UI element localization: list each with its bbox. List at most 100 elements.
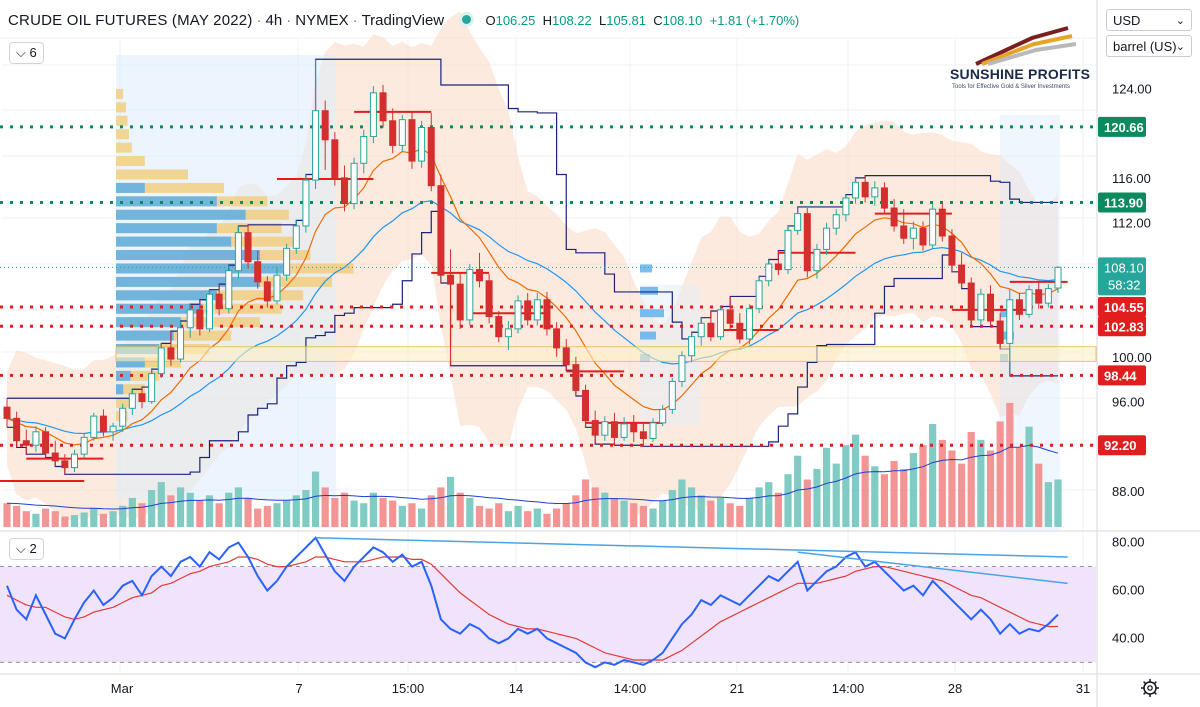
volume-bar — [186, 492, 194, 527]
volume-bar — [880, 474, 889, 527]
candle-body — [350, 162, 358, 205]
candle-body — [871, 187, 879, 198]
volume-bar — [51, 511, 59, 527]
volume-bar — [736, 505, 744, 527]
candle-body — [70, 453, 78, 469]
volume-bar — [22, 511, 30, 527]
candle-body — [80, 436, 88, 455]
candle-body — [99, 415, 107, 433]
volume-bar — [1044, 482, 1052, 527]
level-price-tag — [1098, 297, 1146, 318]
volume-bar — [977, 439, 985, 527]
volume-bar — [813, 468, 821, 527]
open-value: 106.25 — [495, 13, 536, 28]
volume-bar — [1054, 479, 1062, 527]
profile-bar-total — [116, 182, 224, 193]
profile-bar-small — [1000, 309, 1010, 318]
volume-bar — [562, 503, 570, 527]
candle-body — [186, 309, 194, 329]
volume-bar — [167, 495, 175, 527]
volume-bar — [292, 495, 300, 527]
volume-bar — [581, 479, 590, 527]
volume-bar — [99, 513, 108, 527]
profile-bar-total — [116, 115, 128, 126]
volume-bar — [196, 500, 204, 527]
profile-bar-value-area — [116, 250, 260, 261]
price-axis-label: 100.00 — [1112, 350, 1152, 365]
price-axis-label: 112.00 — [1112, 216, 1151, 231]
currency-select[interactable]: USD ⌄ — [1106, 9, 1192, 31]
candle-body — [254, 261, 262, 283]
profile-bar-small — [640, 309, 664, 318]
candle-body — [707, 322, 715, 338]
candle-body — [292, 225, 300, 249]
profile-bar-total — [116, 384, 145, 395]
candle-body — [803, 213, 811, 272]
profile-bar-total — [116, 102, 127, 113]
candle-body — [32, 431, 40, 446]
candle-body — [22, 440, 30, 446]
profile-bar-total — [116, 156, 145, 167]
horizontal-levels — [0, 125, 1097, 447]
volume-bar — [803, 479, 811, 527]
candle-body — [51, 452, 59, 462]
candle-body — [610, 421, 618, 438]
oscillator-count: 2 — [29, 541, 37, 556]
candle-body — [852, 181, 860, 199]
rsi-band — [0, 566, 1096, 663]
candle-body — [1054, 266, 1062, 289]
volume-bar — [716, 497, 725, 527]
candle-body — [553, 328, 561, 349]
candle-body — [958, 264, 966, 284]
candle-body — [273, 274, 281, 302]
volume-bar — [80, 512, 88, 527]
profile-bar-value-area — [116, 196, 217, 207]
candle-body — [659, 408, 667, 424]
profile-bar-value-area — [116, 303, 203, 314]
oscillator-toggle-button[interactable]: ⌵ 2 — [9, 538, 44, 560]
rsi-axis-label: 60.00 — [1112, 583, 1145, 598]
candle-body — [485, 280, 493, 318]
candle-body — [128, 393, 136, 409]
rsi-line — [6, 536, 1059, 669]
candle-body — [755, 280, 763, 310]
volume-bar — [649, 508, 657, 527]
volume-bar — [234, 487, 243, 527]
rsi-trendline-lower — [797, 551, 1068, 585]
volume-bar — [871, 466, 879, 527]
volume-bar — [225, 492, 233, 527]
indicators-toggle-button[interactable]: ⌵ 6 — [9, 42, 44, 64]
last-price-tag — [1098, 257, 1146, 296]
candle-body — [726, 309, 734, 324]
volume-bar — [774, 492, 782, 527]
candle-body — [582, 389, 590, 422]
candle-body — [1025, 289, 1033, 315]
volume-bar — [273, 503, 281, 527]
unit-select[interactable]: barrel (US) ⌄ — [1106, 35, 1192, 57]
channel-lower — [7, 210, 1058, 475]
volume-bar — [610, 497, 619, 527]
candle-body — [447, 274, 455, 285]
candle-body — [138, 393, 146, 403]
rsi-trendline-upper — [315, 537, 1068, 558]
candle-body — [42, 431, 50, 454]
price-axis-label: 96.00 — [1112, 395, 1145, 410]
symbol-title[interactable]: CRUDE OIL FUTURES (MAY 2022) — [8, 12, 253, 29]
level-price-tag-text: 113.90 — [1104, 195, 1143, 210]
candle-body — [591, 420, 599, 436]
interval-label[interactable]: 4h — [265, 12, 283, 29]
volume-bar — [919, 445, 927, 527]
volume-bar — [244, 497, 252, 527]
candle-body — [302, 179, 310, 227]
candle-body — [408, 119, 416, 162]
candle-body — [524, 300, 532, 321]
volume-bar — [379, 497, 387, 527]
candle-body — [533, 299, 541, 321]
candle-body — [379, 92, 387, 122]
volume-bar — [311, 471, 320, 527]
volume-bar — [659, 500, 667, 527]
axes: 124.00 116.00 112.00 100.00 96.00 88.00 80.00 6… — [111, 81, 1152, 696]
settings-gear-icon[interactable] — [1141, 679, 1159, 697]
volume-bar — [1006, 402, 1014, 527]
